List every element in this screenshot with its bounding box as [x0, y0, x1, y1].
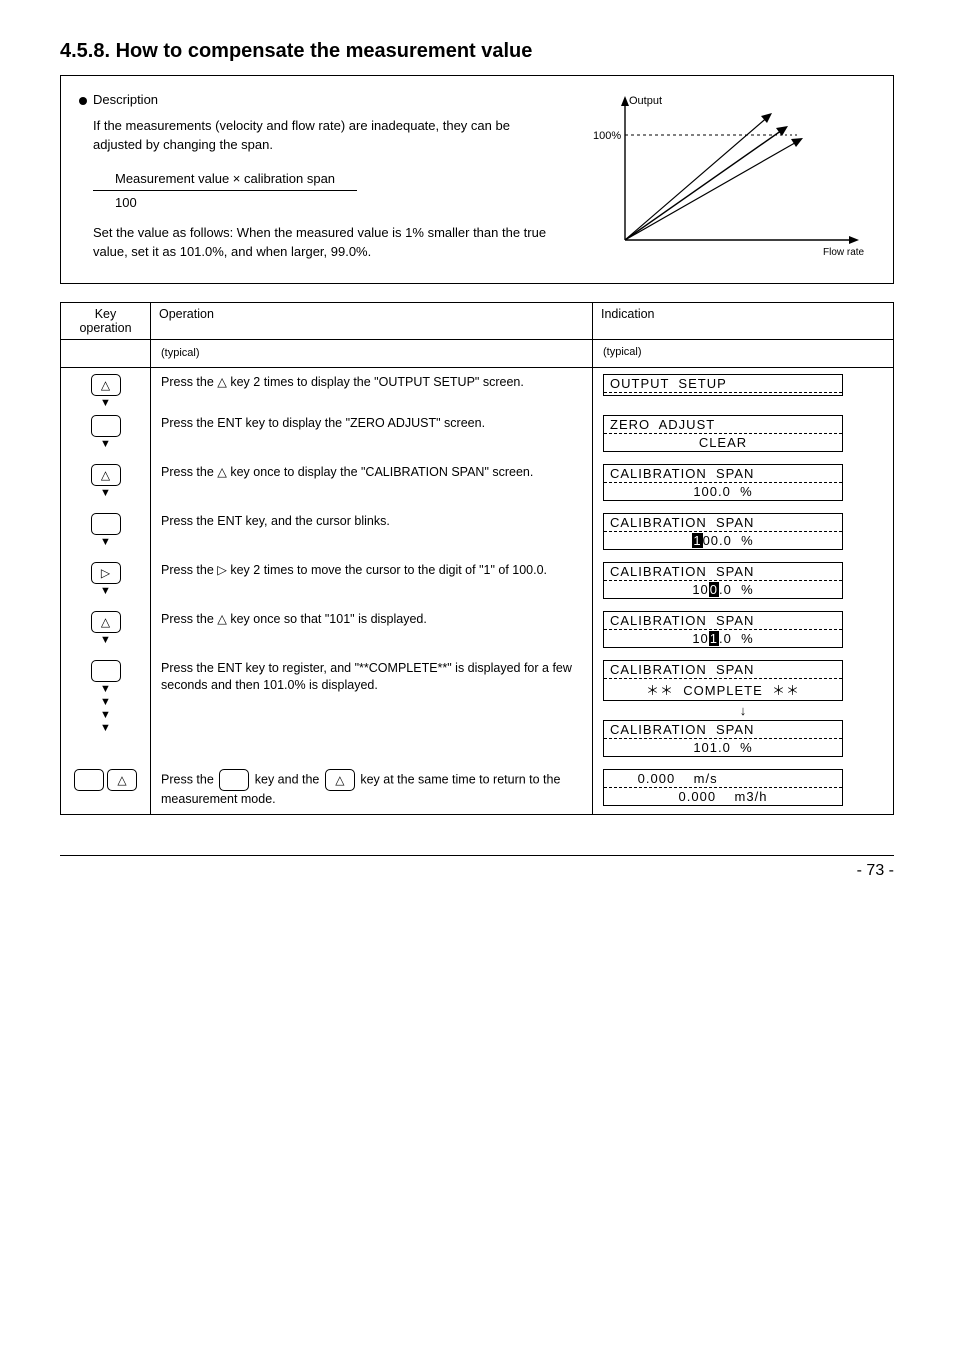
- indication-cell: 0.000 m/s0.000 m3/h: [593, 763, 893, 814]
- description-text: If the measurements (velocity and flow r…: [93, 116, 559, 155]
- ent-key-icon: [91, 660, 121, 682]
- indication-cell: CALIBRATION SPAN100.0 %: [593, 507, 893, 556]
- lcd-display: CALIBRATION SPAN100.0 %: [603, 513, 843, 550]
- indication-cell: OUTPUT SETUP: [593, 368, 893, 409]
- table-row: ▼ Press the ENT key to display the "ZERO …: [61, 409, 893, 458]
- table-row: △ ▼ Press the △ key 2 times to display the…: [61, 368, 893, 409]
- steps-table: Key operation Operation Indication (typi…: [60, 302, 894, 815]
- footer-divider: [60, 855, 894, 856]
- down-arrow-icon: ▼: [100, 439, 111, 450]
- down-arrow-icon: ▼: [100, 586, 111, 597]
- page-number: - 73 -: [60, 862, 894, 880]
- up-key-icon: △: [325, 769, 355, 791]
- table-row: ▷ ▼ Press the ▷ key 2 times to move the cu…: [61, 556, 893, 605]
- col-header-op: Operation: [151, 303, 593, 339]
- down-arrow-icon: ▼: [100, 488, 111, 499]
- down-arrow-icon: ▼: [100, 398, 111, 409]
- indication-cell: CALIBRATION SPAN＊＊ COMPLETE ＊＊ ↓ CALIBRATI…: [593, 654, 893, 763]
- ent-key-icon: [74, 769, 104, 791]
- description-box: Description If the measurements (velocit…: [60, 75, 894, 284]
- operation-text: Press the ENT key, and the cursor blinks…: [151, 507, 593, 556]
- table-row: ▼ ▼ ▼ ▼ Press the ENT key to register, and "…: [61, 654, 893, 763]
- subhead-op: (typical): [151, 340, 593, 367]
- operation-text: Press the ENT key to register, and "**CO…: [151, 654, 593, 763]
- section-heading: 4.5.8. How to compensate the measurement…: [60, 40, 894, 63]
- lcd-display: CALIBRATION SPAN100.0 %: [603, 464, 843, 501]
- formula-denominator: 100: [93, 193, 559, 213]
- operation-text: Press the ▷ key 2 times to move the curs…: [151, 556, 593, 605]
- down-arrow-icon: ▼: [100, 635, 111, 646]
- table-row: △Press the key and the △ key at the same…: [61, 763, 893, 814]
- lcd-display: CALIBRATION SPAN101.0 %: [603, 720, 843, 757]
- ent-key-icon: [91, 415, 121, 437]
- table-row: △ ▼ Press the △ key once to display the "C…: [61, 458, 893, 507]
- chart-x-label: Flow rate: [823, 247, 865, 258]
- col-header-key: Key operation: [61, 303, 151, 339]
- lcd-display: 0.000 m/s0.000 m3/h: [603, 769, 843, 806]
- output-flow-chart: Output 100% Flow rate: [575, 90, 875, 265]
- down-arrow-icon: ▼: [100, 684, 111, 695]
- lcd-display: OUTPUT SETUP: [603, 374, 843, 396]
- description-label: Description: [93, 92, 158, 107]
- up-key-icon: △: [91, 611, 121, 633]
- down-arrow-icon: ▼: [100, 697, 111, 708]
- indication-cell: ZERO ADJUSTCLEAR: [593, 409, 893, 458]
- up-key-icon: △: [91, 464, 121, 486]
- chart-y-tick: 100%: [593, 130, 621, 142]
- operation-text: Press the △ key once so that "101" is di…: [151, 605, 593, 654]
- down-arrow-icon: ▼: [100, 710, 111, 721]
- down-arrow-icon: ▼: [100, 537, 111, 548]
- formula-numerator: Measurement value × calibration span: [93, 169, 357, 192]
- indication-cell: CALIBRATION SPAN100.0 %: [593, 458, 893, 507]
- description-note: Set the value as follows: When the measu…: [93, 223, 559, 262]
- ent-key-icon: [91, 513, 121, 535]
- operation-text: Press the ENT key to display the "ZERO A…: [151, 409, 593, 458]
- table-row: ▼ Press the ENT key, and the cursor blink…: [61, 507, 893, 556]
- indication-cell: CALIBRATION SPAN101.0 %: [593, 605, 893, 654]
- bullet-icon: [79, 97, 87, 105]
- col-header-ind: Indication: [593, 303, 893, 339]
- lcd-display: ZERO ADJUSTCLEAR: [603, 415, 843, 452]
- table-header: Key operation Operation Indication: [61, 303, 893, 340]
- operation-text: Press the △ key 2 times to display the "…: [151, 368, 593, 409]
- down-arrow-icon: ↓: [603, 703, 883, 718]
- down-arrow-icon: ▼: [100, 723, 111, 734]
- indication-cell: CALIBRATION SPAN100.0 %: [593, 556, 893, 605]
- lcd-display: CALIBRATION SPAN＊＊ COMPLETE ＊＊: [603, 660, 843, 701]
- lcd-display: CALIBRATION SPAN100.0 %: [603, 562, 843, 599]
- chart-y-label: Output: [629, 95, 662, 107]
- operation-text: Press the △ key once to display the "CAL…: [151, 458, 593, 507]
- subhead-ind: (typical): [593, 340, 893, 367]
- table-row: △ ▼ Press the △ key once so that "101" is …: [61, 605, 893, 654]
- operation-text: Press the key and the △ key at the same …: [151, 763, 593, 814]
- ent-key-icon: [219, 769, 249, 791]
- right-key-icon: ▷: [91, 562, 121, 584]
- up-key-icon: △: [107, 769, 137, 791]
- lcd-display: CALIBRATION SPAN101.0 %: [603, 611, 843, 648]
- up-key-icon: △: [91, 374, 121, 396]
